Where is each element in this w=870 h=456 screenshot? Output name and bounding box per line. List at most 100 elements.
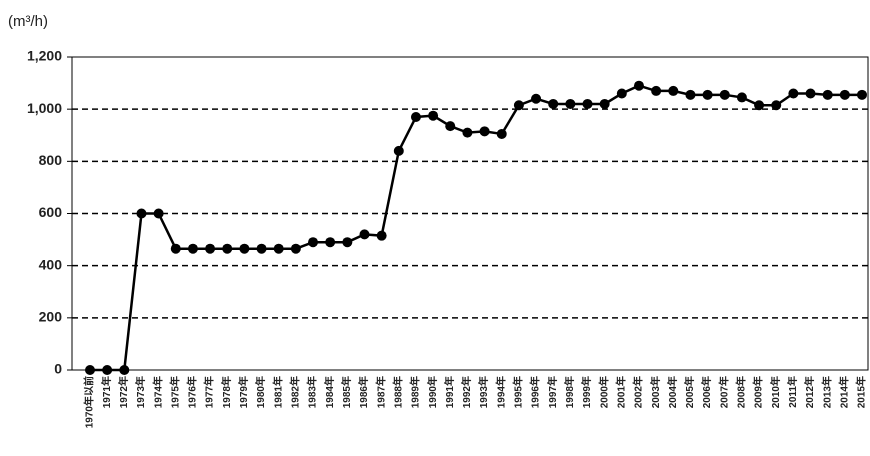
- x-tick-label: 1991年: [443, 376, 456, 408]
- data-point: [788, 88, 799, 99]
- data-point: [273, 243, 284, 254]
- x-tick-label: 1990年: [426, 376, 439, 408]
- y-tick-label: 1,200: [27, 48, 62, 64]
- y-tick-label: 200: [39, 309, 63, 325]
- data-point: [685, 89, 696, 100]
- y-tick-label: 600: [39, 204, 63, 220]
- x-tick-label: 2011年: [786, 376, 799, 408]
- data-point: [119, 365, 130, 375]
- data-point: [136, 208, 147, 219]
- data-point: [342, 237, 353, 248]
- x-tick-label: 1971年: [100, 376, 113, 408]
- data-point: [599, 98, 610, 109]
- data-point: [548, 98, 559, 109]
- x-tick-label: 1992年: [460, 376, 473, 408]
- x-tick-label: 1987年: [374, 376, 387, 408]
- x-tick-label: 1985年: [340, 376, 353, 408]
- data-point: [325, 237, 336, 248]
- x-tick-label: 1996年: [529, 376, 542, 408]
- data-point: [462, 127, 473, 138]
- x-tick-label: 1993年: [477, 376, 490, 408]
- data-point: [513, 100, 524, 111]
- x-tick-label: 1982年: [289, 376, 302, 408]
- data-point: [290, 243, 301, 254]
- x-tick-label: 2015年: [855, 376, 868, 408]
- data-point: [582, 98, 593, 109]
- data-point: [205, 243, 216, 254]
- data-point: [736, 92, 747, 103]
- data-point: [479, 126, 490, 137]
- data-point: [308, 237, 319, 248]
- x-tick-label: 2005年: [683, 376, 696, 408]
- x-tick-label: 2009年: [752, 376, 765, 408]
- data-point: [805, 88, 816, 99]
- x-tick-label: 1979年: [237, 376, 250, 408]
- data-point: [857, 89, 867, 100]
- x-tick-label: 2000年: [597, 376, 610, 408]
- data-point: [822, 89, 833, 100]
- data-point: [428, 110, 439, 121]
- y-tick-label: 1,000: [27, 100, 62, 116]
- data-point: [771, 100, 782, 111]
- x-tick-label: 1983年: [306, 376, 319, 408]
- x-tick-label: 2008年: [735, 376, 748, 408]
- data-point: [531, 93, 542, 104]
- data-point: [393, 145, 404, 156]
- data-point: [256, 243, 267, 254]
- x-tick-label: 1970年以前: [83, 376, 96, 428]
- y-axis-label: (m³/h): [8, 13, 48, 30]
- data-point: [359, 229, 370, 240]
- x-tick-label: 2003年: [649, 376, 662, 408]
- x-tick-label: 1972年: [117, 376, 130, 408]
- x-tick-label: 2014年: [837, 376, 850, 408]
- x-tick-label: 1974年: [151, 376, 164, 408]
- data-point: [616, 88, 627, 99]
- plot-frame: [71, 56, 869, 371]
- data-point: [651, 85, 662, 96]
- data-point: [376, 230, 387, 241]
- data-point: [633, 80, 644, 91]
- x-tick-label: 2012年: [803, 376, 816, 408]
- data-point: [496, 128, 507, 139]
- data-point: [170, 243, 181, 254]
- data-line: [90, 84, 862, 372]
- x-tick-label: 1989年: [409, 376, 422, 408]
- data-point: [668, 85, 679, 96]
- data-point: [153, 208, 164, 219]
- x-tick-label: 1994年: [494, 376, 507, 408]
- y-tick-label: 0: [54, 361, 62, 377]
- data-point: [445, 121, 456, 132]
- x-tick-label: 1998年: [563, 376, 576, 408]
- x-tick-label: 2007年: [717, 376, 730, 408]
- data-point: [187, 243, 198, 254]
- data-point: [222, 243, 233, 254]
- x-tick-label: 1976年: [186, 376, 199, 408]
- y-tick-label: 400: [39, 256, 63, 272]
- data-point: [410, 111, 421, 122]
- x-tick-label: 2006年: [700, 376, 713, 408]
- x-tick-label: 1988年: [391, 376, 404, 408]
- x-tick-label: 1978年: [220, 376, 233, 408]
- x-tick-label: 1995年: [512, 376, 525, 408]
- data-point: [702, 89, 713, 100]
- x-tick-label: 2004年: [666, 376, 679, 408]
- x-tick-label: 1973年: [134, 376, 147, 408]
- x-tick-label: 1980年: [254, 376, 267, 408]
- x-tick-label: 1981年: [271, 376, 284, 408]
- x-tick-label: 1986年: [357, 376, 370, 408]
- x-tick-label: 1977年: [203, 376, 216, 408]
- data-point: [754, 100, 765, 111]
- data-point: [102, 365, 113, 375]
- x-tick-label: 1997年: [546, 376, 559, 408]
- x-tick-label: 2010年: [769, 376, 782, 408]
- data-point: [239, 243, 250, 254]
- data-point: [565, 98, 576, 109]
- data-point: [719, 89, 730, 100]
- x-tick-label: 2002年: [632, 376, 645, 408]
- y-tick-label: 800: [39, 152, 63, 168]
- x-tick-label: 2001年: [614, 376, 627, 408]
- data-point: [839, 89, 850, 100]
- data-point: [85, 365, 95, 375]
- x-tick-label: 1975年: [168, 376, 181, 408]
